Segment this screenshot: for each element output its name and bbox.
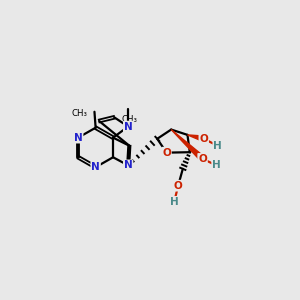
Text: H: H xyxy=(213,141,222,151)
Text: H: H xyxy=(212,160,221,170)
Text: CH₃: CH₃ xyxy=(71,109,88,118)
Text: N: N xyxy=(124,160,133,170)
Text: O: O xyxy=(200,134,208,144)
Text: N: N xyxy=(124,122,133,132)
Text: H: H xyxy=(170,197,178,207)
Text: N: N xyxy=(74,133,82,142)
Polygon shape xyxy=(171,130,205,161)
Text: O: O xyxy=(162,148,171,158)
Polygon shape xyxy=(188,135,204,142)
Text: N: N xyxy=(91,162,100,172)
Text: O: O xyxy=(174,181,182,191)
Text: O: O xyxy=(198,154,207,164)
Text: CH₃: CH₃ xyxy=(121,115,137,124)
